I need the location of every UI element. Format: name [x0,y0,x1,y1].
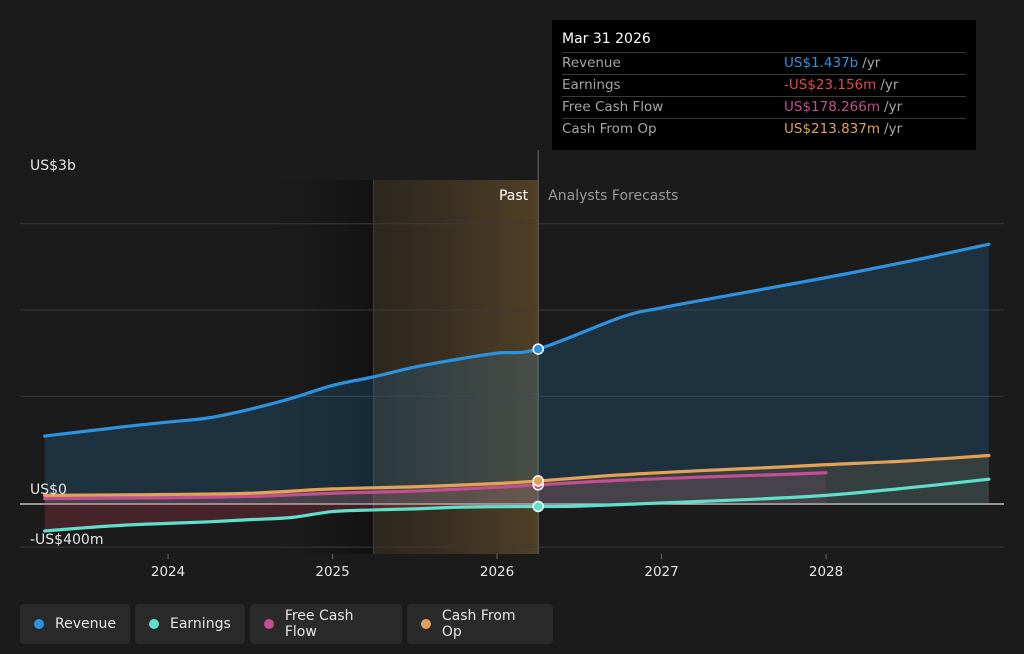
legend-item-earnings[interactable]: Earnings [135,604,245,644]
point-earnings [532,500,544,513]
x-tick-label: 2025 [315,564,349,580]
line-free-cash-flow [43,471,828,501]
line-cash-from-op [43,453,991,497]
tooltip-row-free-cash-flow: Free Cash Flow US$178.266m /yr [562,96,966,118]
legend-dot-icon [264,619,274,629]
y-axis-label: US$0 [30,482,67,498]
legend-dot-icon [149,619,159,629]
area-earnings [44,502,662,531]
legend: Revenue Earnings Free Cash Flow Cash Fro… [20,604,553,644]
tooltip-value: US$178.266m [784,99,881,115]
tooltip: Mar 31 2026 Revenue US$1.437b /yr Earnin… [552,20,976,150]
tooltip-label: Revenue [562,55,621,71]
tooltip-row-earnings: Earnings -US$23.156m /yr [562,74,966,96]
tooltip-unit: /yr [880,77,899,93]
tooltip-row-revenue: Revenue US$1.437b /yr [562,52,966,74]
legend-item-free-cash-flow[interactable]: Free Cash Flow [250,604,402,644]
tooltip-value: US$1.437b [784,55,859,71]
x-tick-label: 2028 [809,564,843,580]
y-axis-label: US$3b [30,158,76,174]
y-axis-label: -US$400m [30,532,103,548]
tooltip-label: Cash From Op [562,121,657,137]
legend-item-cash-from-op[interactable]: Cash From Op [407,604,553,644]
legend-dot-icon [421,619,431,629]
legend-item-revenue[interactable]: Revenue [20,604,130,644]
area-revenue [44,244,989,504]
point-revenue [532,343,544,355]
tooltip-unit: /yr [884,121,903,137]
line-earnings [43,477,991,533]
legend-label: Cash From Op [441,608,516,640]
legend-dot-icon [34,619,44,629]
legend-label: Free Cash Flow [284,608,354,640]
legend-label: Earnings [170,616,231,632]
legend-label: Revenue [55,616,116,632]
x-tick-label: 2024 [151,564,185,580]
tooltip-date: Mar 31 2026 [562,31,651,47]
point-cash-from-op [532,475,544,487]
tooltip-label: Free Cash Flow [562,99,664,115]
forecast-label: Analysts Forecasts [548,188,678,204]
tooltip-unit: /yr [884,99,903,115]
tooltip-row-cash-from-op: Cash From Op US$213.837m /yr [562,118,966,140]
chart-plot: US$3b US$0 -US$400m 2024 2025 2026 2027 2028 Pas… [20,150,1004,580]
x-tick-label: 2027 [644,564,678,580]
tooltip-value: -US$23.156m [784,77,877,93]
tooltip-unit: /yr [862,55,881,71]
line-revenue [43,242,991,438]
tooltip-label: Earnings [562,77,621,93]
x-tick-label: 2026 [480,564,514,580]
tooltip-value: US$213.837m [784,121,881,137]
past-label: Past [499,188,529,204]
